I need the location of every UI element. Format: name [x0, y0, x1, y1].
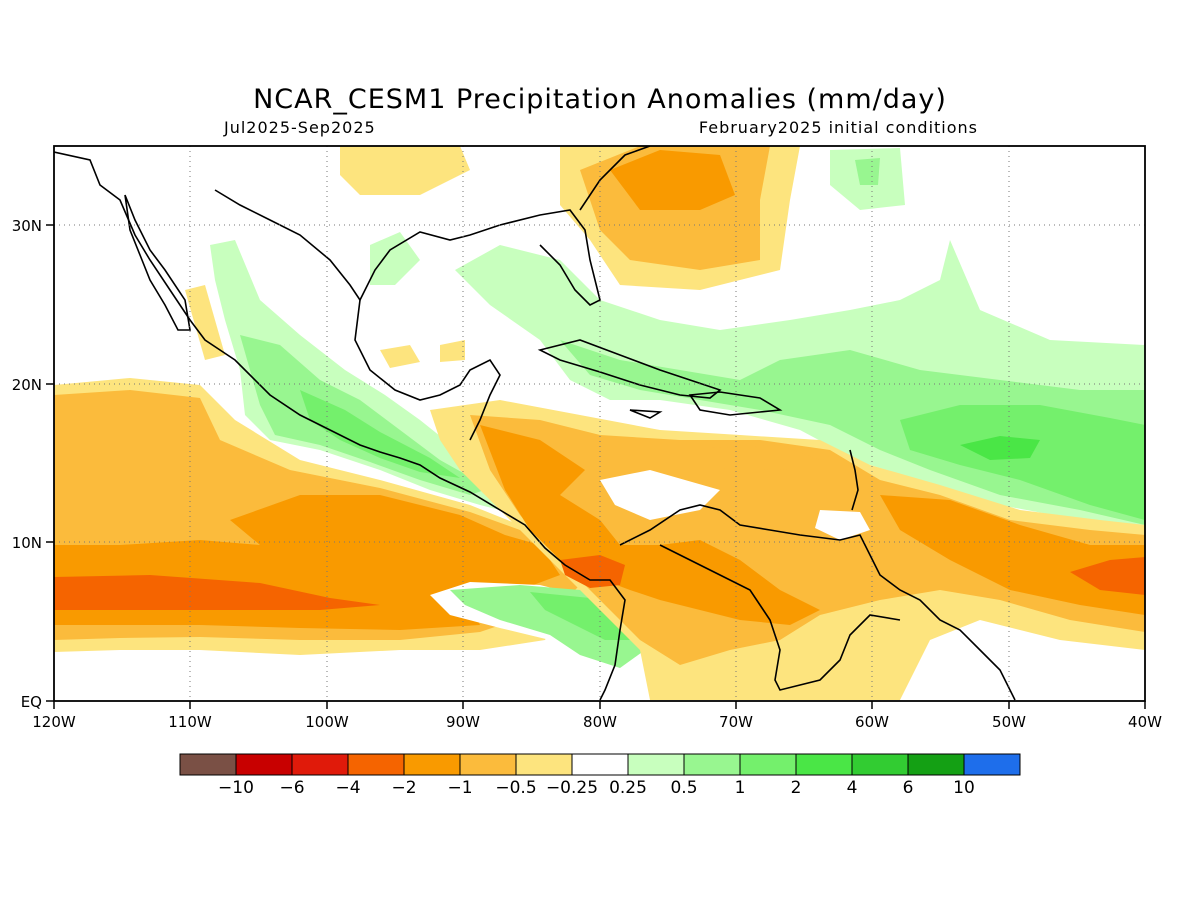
colorbar-swatch: [571, 753, 629, 776]
colorbar-swatch: [739, 753, 797, 776]
colorbar-swatch: [515, 753, 573, 776]
lon-label-100w: 100W: [305, 713, 349, 731]
colorbar-label: 0.25: [609, 778, 647, 798]
colorbar-swatch: [179, 753, 237, 776]
map-title: NCAR_CESM1 Precipitation Anomalies (mm/d…: [253, 84, 947, 115]
atlantic-north-wet-core: [855, 158, 880, 185]
lon-label-90w: 90W: [446, 713, 480, 731]
gulf-dry-spot-1: [380, 345, 420, 368]
lat-label-30n: 30N: [12, 217, 42, 235]
colorbar: [179, 753, 1021, 776]
anomaly-field: [54, 146, 1145, 700]
atlantic-wet-core: [960, 436, 1040, 460]
colorbar-label: −0.5: [495, 778, 536, 798]
pacific-dry-core: [54, 575, 380, 610]
axis-ticks: [46, 224, 1146, 709]
colorbar-label: 4: [847, 778, 858, 798]
lon-label-40w: 40W: [1128, 713, 1162, 731]
atlantic-dry-core: [1070, 557, 1145, 595]
gulf-dry-spot-2: [440, 340, 465, 362]
colorbar-label: −1: [447, 778, 472, 798]
colorbar-swatch: [683, 753, 741, 776]
colorbar-label: −4: [335, 778, 360, 798]
colorbar-swatch: [963, 753, 1021, 776]
atlantic-dry-strong: [880, 495, 1145, 615]
coastlines: [54, 146, 1016, 701]
atlantic-wet-strong: [900, 405, 1145, 520]
colorbar-swatch: [235, 753, 293, 776]
colorbar-swatch: [403, 753, 461, 776]
east-coast-dry-strong: [610, 150, 735, 210]
colorbar-label: −10: [218, 778, 254, 798]
colorbar-swatch: [459, 753, 517, 776]
pacific-wet-core: [530, 592, 635, 640]
gulf-wet-strip: [370, 232, 420, 285]
colorbar-label: 2: [791, 778, 802, 798]
colorbar-label: −0.25: [546, 778, 598, 798]
lat-label-10n: 10N: [12, 534, 42, 552]
colorbar-swatch: [627, 753, 685, 776]
colorbar-labels: −10 −6 −4 −2 −1 −0.5 −0.25 0.25 0.5 1 2 4 6 10: [218, 778, 975, 798]
lon-label-70w: 70W: [719, 713, 753, 731]
colorbar-label: 0.5: [670, 778, 697, 798]
mexico-wet-outer: [210, 240, 520, 515]
colorbar-label: 10: [953, 778, 975, 798]
forecast-period: Jul2025-Sep2025: [224, 118, 376, 137]
caribbean-neutral-gap-2: [815, 510, 870, 540]
lon-label-120w: 120W: [32, 713, 76, 731]
lon-label-60w: 60W: [855, 713, 889, 731]
us-south-dry: [340, 146, 470, 195]
caribbean-dry-strong: [480, 425, 820, 625]
colorbar-label: 1: [735, 778, 746, 798]
baja-dry-strip: [185, 285, 225, 360]
mexico-wet-moderate: [240, 335, 490, 495]
lat-label-eq: EQ: [21, 693, 42, 711]
caribbean-dry-mid-strip: [710, 445, 820, 470]
lon-label-50w: 50W: [992, 713, 1026, 731]
colorbar-label: −2: [391, 778, 416, 798]
colorbar-label: 6: [903, 778, 914, 798]
lon-label-110w: 110W: [168, 713, 212, 731]
colorbar-swatch: [291, 753, 349, 776]
colorbar-swatch: [795, 753, 853, 776]
graticule: [54, 146, 1145, 701]
colorbar-swatch: [347, 753, 405, 776]
colorbar-swatch: [851, 753, 909, 776]
lon-label-80w: 80W: [583, 713, 617, 731]
mexico-wet-core: [300, 390, 460, 478]
lat-label-20n: 20N: [12, 376, 42, 394]
colorbar-label: −6: [279, 778, 304, 798]
colorbar-swatch: [907, 753, 965, 776]
initial-conditions: February2025 initial conditions: [698, 118, 978, 137]
